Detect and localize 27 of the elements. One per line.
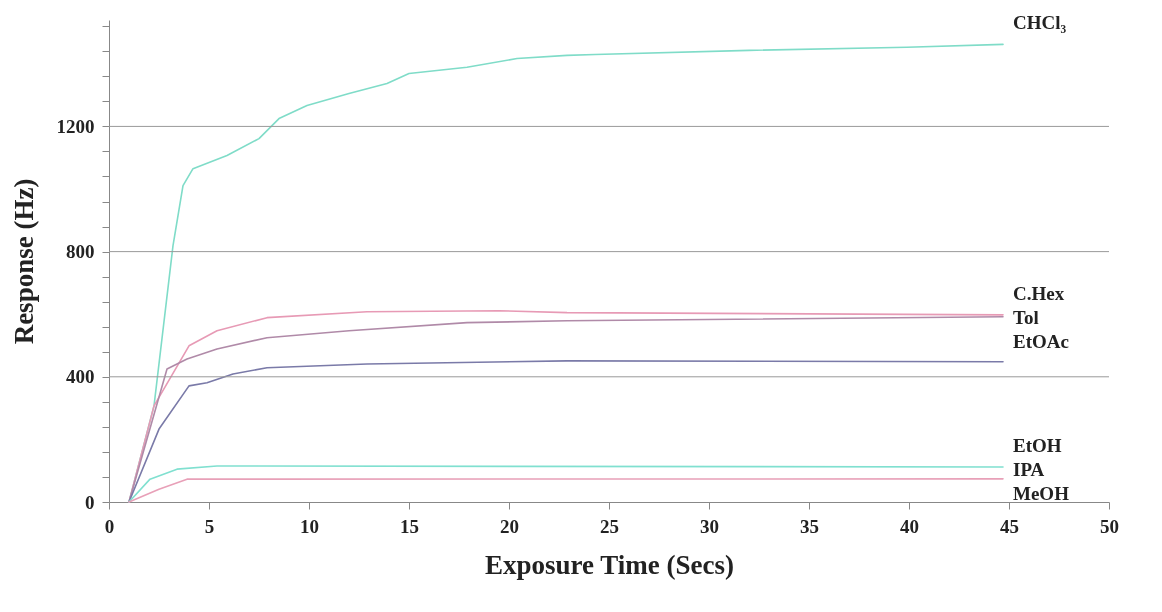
x-tick-label: 5	[204, 515, 215, 537]
x-tick-label: 30	[700, 515, 719, 537]
x-tick-label: 50	[1100, 515, 1119, 537]
y-axis-title: Response (Hz)	[8, 178, 39, 345]
line-series	[128, 465, 1004, 503]
series-label: CHCl₃	[1013, 12, 1067, 34]
x-tick-label: 15	[400, 515, 419, 537]
x-axis-title: Exposure Time (Secs)	[484, 549, 735, 580]
y-tick-label: 800	[66, 241, 95, 263]
x-tick-label: 20	[500, 515, 519, 537]
y-tick-label: 0	[85, 491, 95, 513]
series-label: Tol	[1013, 306, 1039, 328]
x-tick-label: 45	[1000, 515, 1019, 537]
x-tick-label: 10	[300, 515, 319, 537]
series-label: EtOAc	[1013, 330, 1069, 352]
x-tick-label: 35	[800, 515, 819, 537]
y-tick-label: 1200	[56, 115, 95, 137]
annotation: IPA	[1013, 459, 1045, 480]
y-tick-label: 400	[66, 366, 95, 388]
series-label: EtOH	[1013, 435, 1062, 456]
x-tick-label: 0	[104, 515, 115, 537]
x-tick-label: 40	[900, 515, 919, 537]
line-series	[128, 478, 1004, 503]
line-series	[128, 360, 1004, 503]
series-label: C.Hex	[1013, 282, 1065, 304]
x-tick-label: 25	[600, 515, 619, 537]
series-label: MeOH	[1013, 483, 1070, 504]
